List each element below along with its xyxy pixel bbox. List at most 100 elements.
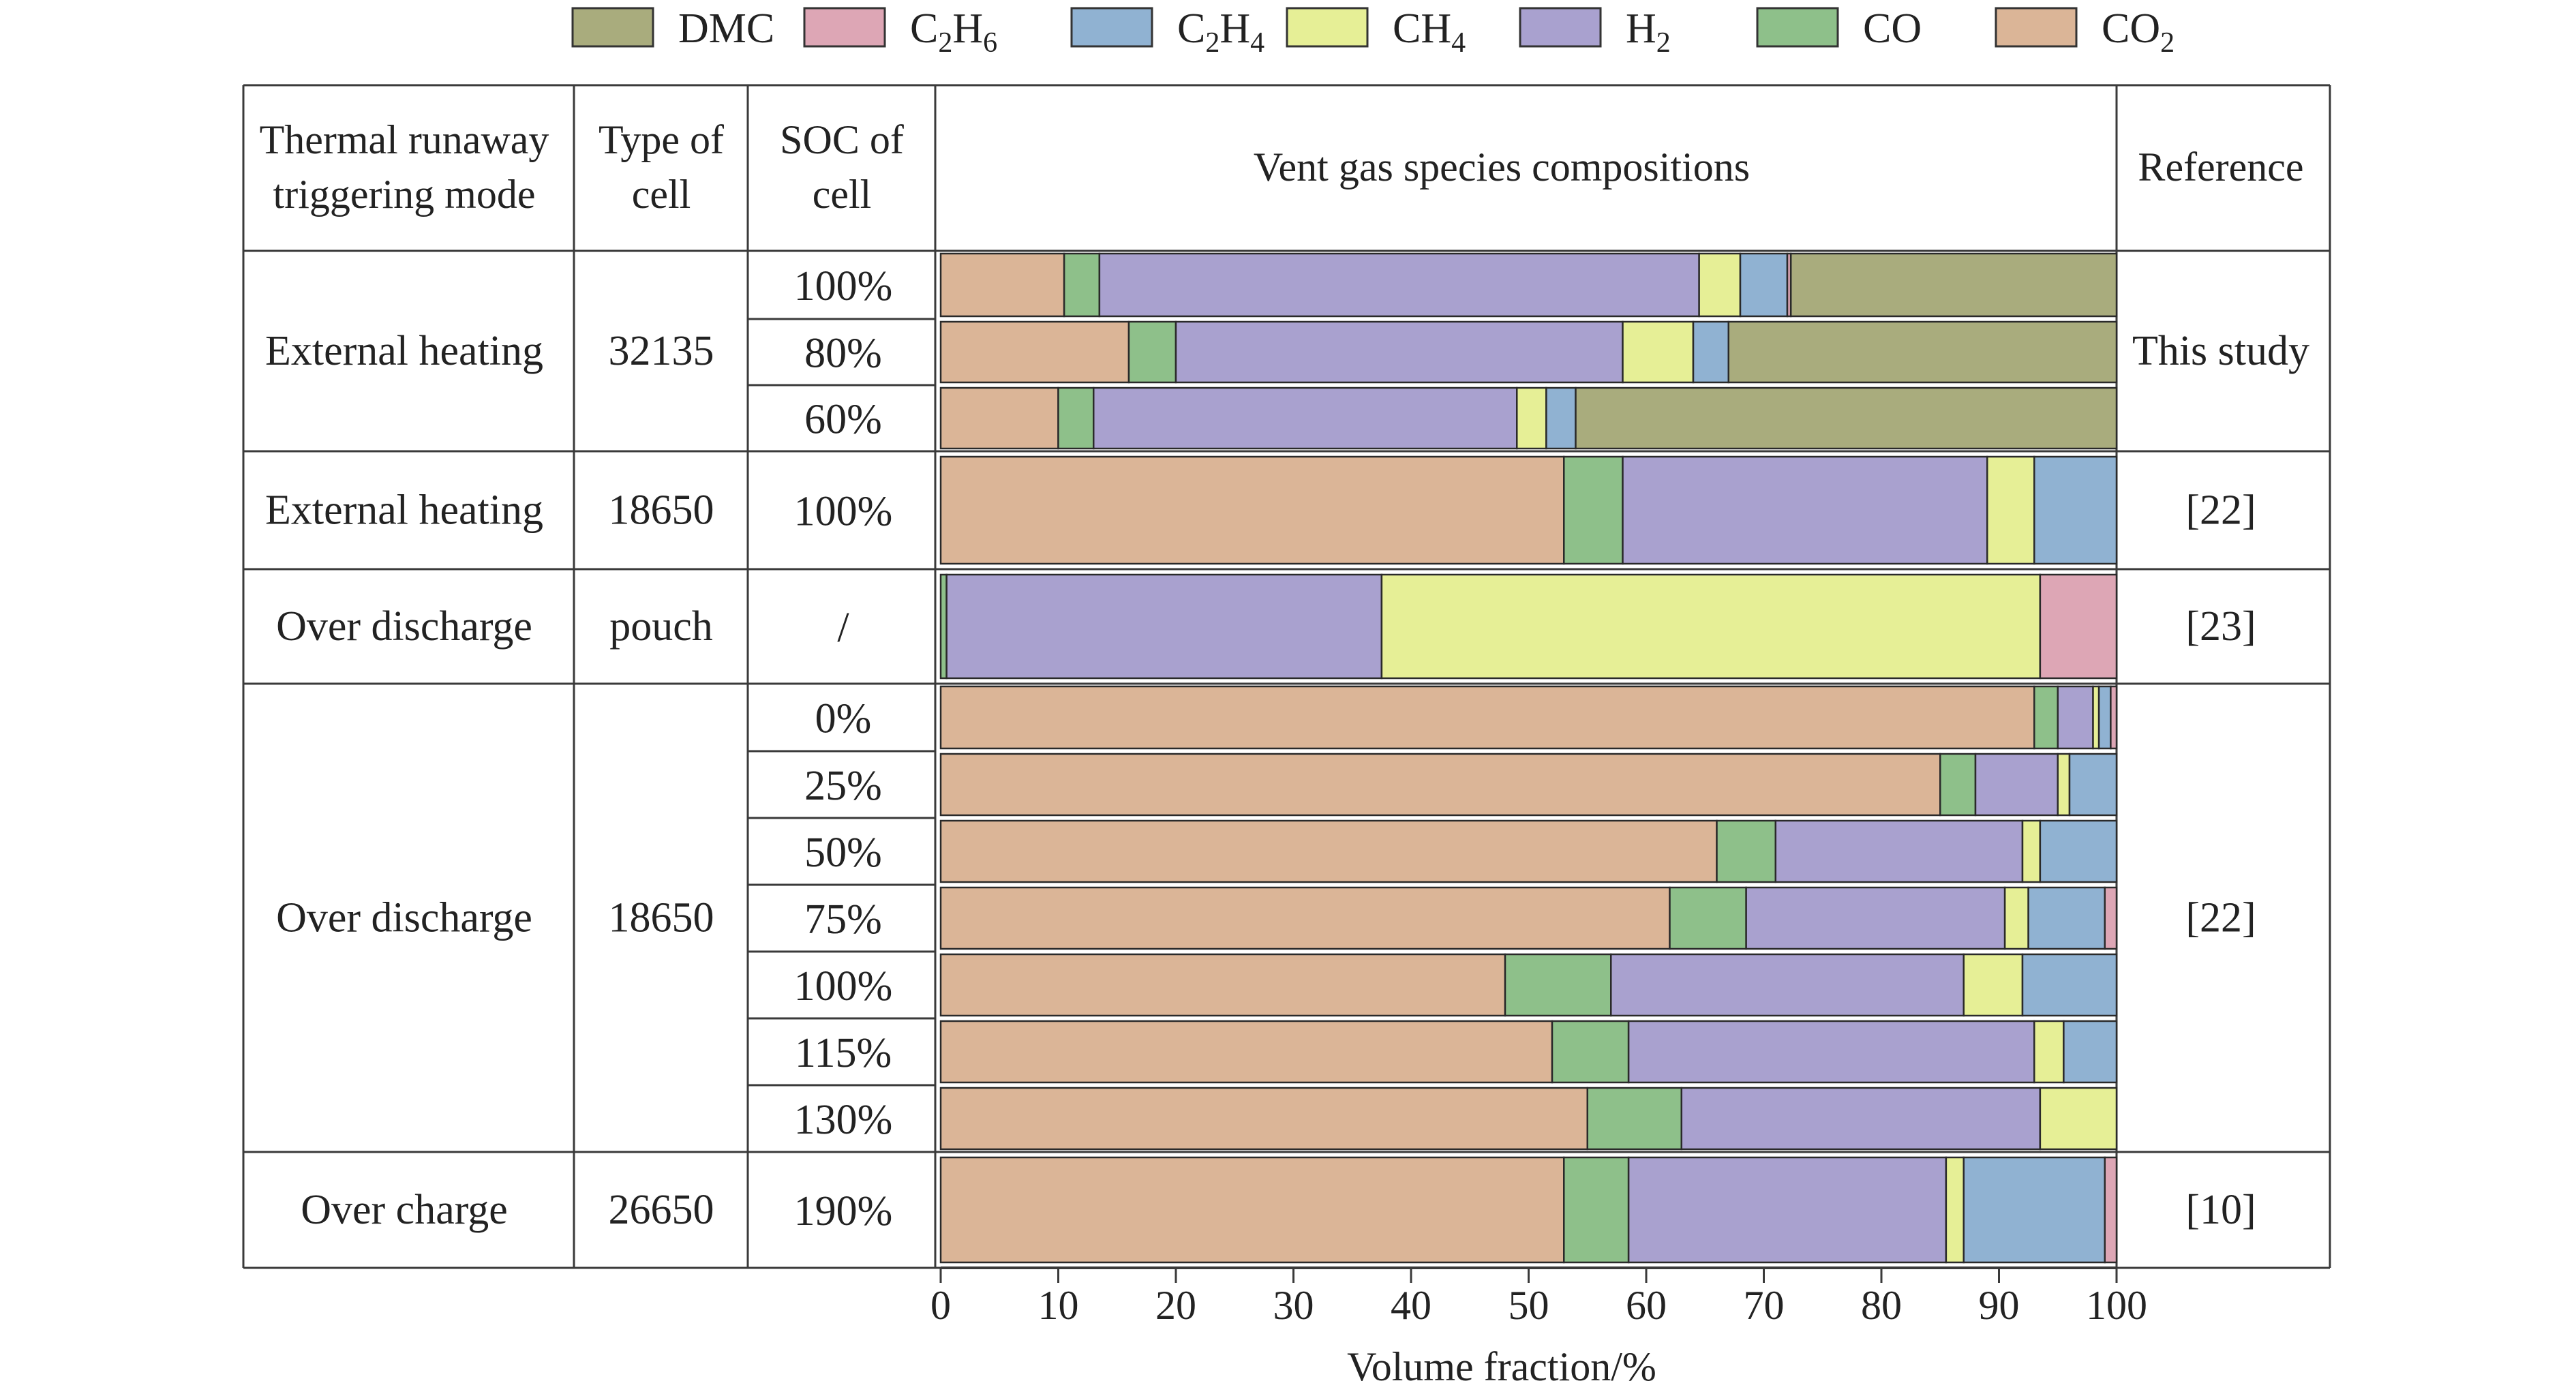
table-headers: Thermal runaway triggering mode Type of … [260, 117, 2304, 217]
soc-label: 50% [804, 830, 882, 876]
bar-segment-co [1586, 1087, 1682, 1151]
bar-segment-c2h6 [2039, 573, 2118, 680]
legend-item-c2h4: C2H4 [1070, 5, 1264, 59]
bar-segment-dmc [1727, 320, 2118, 384]
legend-label-ch4: CH4 [1393, 5, 1466, 59]
group-cell-label: 32135 [609, 328, 714, 374]
bar-segment-ch4 [2021, 819, 2042, 883]
bar-segment-co [1939, 753, 1977, 817]
bar-segment-c2h4 [2039, 819, 2118, 883]
bar-row-12 [939, 1156, 2118, 1264]
bar-segment-co2 [939, 320, 1130, 384]
bar-segment-h2 [1098, 252, 1700, 318]
legend-label-c2h6: C2H6 [910, 5, 997, 59]
bar-segment-ch4 [2003, 886, 2029, 950]
legend-item-co: CO [1756, 5, 1922, 52]
bar-row-10 [939, 1020, 2118, 1084]
soc-label: 100% [794, 263, 893, 309]
legend-swatch-dmc [571, 7, 654, 48]
bar-segment-h2 [1627, 1156, 1948, 1264]
bar-segment-co2 [939, 953, 1506, 1017]
soc-label: 190% [794, 1188, 893, 1234]
header-soc-line1: SOC of [780, 117, 904, 162]
bar-segment-co2 [939, 455, 1565, 565]
group-reference-label: [10] [2185, 1187, 2256, 1233]
bar-segment-co [1551, 1020, 1630, 1084]
x-tick-label: 30 [1273, 1283, 1314, 1328]
bar-segment-c2h4 [2068, 753, 2118, 817]
group-mode-label: Over discharge [276, 603, 532, 650]
group-reference-label: [23] [2185, 603, 2256, 650]
bar-segment-co2 [939, 1087, 1588, 1151]
group-mode-label: External heating [265, 328, 543, 374]
bar-segment-ch4 [1516, 386, 1547, 450]
legend-label-co2: CO2 [2102, 5, 2175, 59]
x-tick-label: 90 [1979, 1283, 2020, 1328]
soc-label: 100% [794, 963, 893, 1010]
x-tick-label: 20 [1155, 1283, 1196, 1328]
x-tick-label: 80 [1861, 1283, 1902, 1328]
bar-segment-co2 [939, 386, 1059, 450]
legend-item-co2: CO2 [1995, 5, 2175, 59]
header-mode-line1: Thermal runaway [260, 117, 549, 162]
bar-segment-ch4 [1622, 320, 1695, 384]
bar-segment-co [1563, 455, 1624, 565]
bar-segment-c2h4 [2021, 953, 2118, 1017]
group-mode-label: External heating [265, 487, 543, 534]
header-mode-line2: triggering mode [273, 172, 536, 217]
bar-row-11 [939, 1087, 2118, 1151]
bar-segment-co2 [939, 252, 1065, 318]
soc-label: 130% [794, 1097, 893, 1143]
header-cell-line2: cell [632, 172, 691, 217]
bar-segment-c2h4 [1739, 252, 1789, 318]
x-tick-label: 40 [1391, 1283, 1431, 1328]
bar-row-3 [939, 455, 2118, 565]
x-tick-label: 60 [1626, 1283, 1667, 1328]
bar-segment-co [1716, 819, 1776, 883]
bar-segment-co [1563, 1156, 1630, 1264]
bar-row-9 [939, 953, 2118, 1017]
bar-segment-h2 [1627, 1020, 2035, 1084]
legend-item-h2: H2 [1519, 5, 1671, 59]
soc-label: 60% [804, 397, 882, 443]
legend-label-dmc: DMC [678, 5, 774, 52]
bar-segment-h2 [1622, 455, 1988, 565]
header-composition: Vent gas species compositions [1254, 145, 1750, 189]
bar-segment-co2 [939, 886, 1671, 950]
bar-segment-co2 [939, 685, 2035, 750]
bar-segment-h2 [1175, 320, 1624, 384]
legend-item-c2h6: C2H6 [803, 5, 997, 59]
bar-segment-h2 [945, 573, 1383, 680]
group-labels: External heating 32135 This study External … [265, 328, 2309, 1233]
bar-row-1 [939, 320, 2118, 384]
legend-label-c2h4: C2H4 [1177, 5, 1264, 59]
group-cell-label: 18650 [609, 895, 714, 941]
bar-segment-ch4 [2057, 753, 2071, 817]
group-cell-label: pouch [609, 603, 713, 650]
legend-swatch-ch4 [1286, 7, 1369, 48]
soc-label: 100% [794, 489, 893, 535]
legend: DMC C2H6 C2H4 CH4 H2 CO CO2 [571, 5, 2175, 59]
x-tick-label: 0 [930, 1283, 951, 1328]
bar-row-0 [939, 252, 2118, 318]
bar-segment-h2 [2057, 685, 2094, 750]
bar-segment-c2h6 [2110, 685, 2118, 750]
legend-swatch-h2 [1519, 7, 1602, 48]
legend-swatch-c2h4 [1070, 7, 1153, 48]
bar-segment-co2 [939, 819, 1718, 883]
x-tick-label: 70 [1744, 1283, 1785, 1328]
bar-segment-h2 [1610, 953, 1965, 1017]
legend-item-ch4: CH4 [1286, 5, 1466, 59]
bar-segment-co [1057, 386, 1095, 450]
bar-segment-co [939, 573, 948, 680]
group-reference-label: [22] [2185, 895, 2256, 941]
bar-segment-h2 [1745, 886, 2006, 950]
header-reference: Reference [2138, 145, 2303, 189]
x-tick-label: 100 [2086, 1283, 2147, 1328]
bar-row-5 [939, 685, 2118, 750]
soc-label: 115% [795, 1030, 892, 1076]
bar-segment-c2h6 [2104, 886, 2118, 950]
bar-segment-c2h4 [1545, 386, 1577, 450]
bar-segment-co [1127, 320, 1177, 384]
bar-segment-ch4 [1698, 252, 1742, 318]
